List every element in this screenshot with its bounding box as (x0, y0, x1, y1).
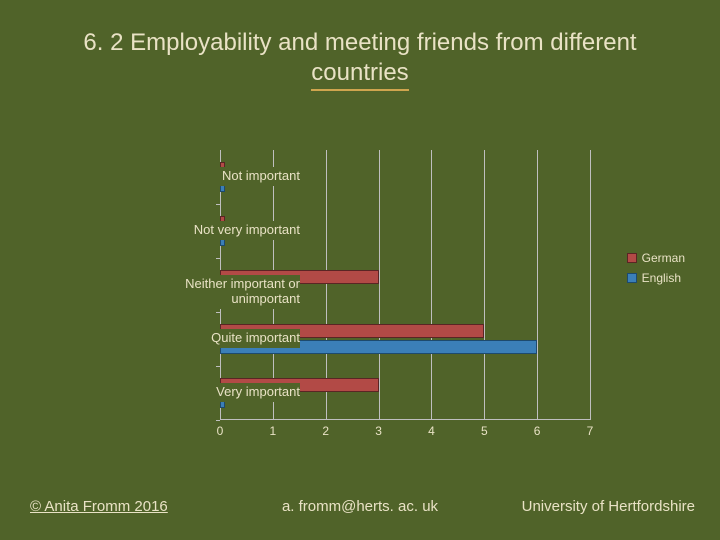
chart-gridline (484, 150, 485, 420)
square-icon (627, 273, 637, 283)
x-tick-label: 7 (587, 424, 594, 438)
title-line2-underlined: countries (311, 58, 408, 91)
y-tick-mark (216, 258, 220, 259)
x-tick-label: 2 (322, 424, 329, 438)
legend-label: German (642, 251, 685, 265)
x-tick-label: 5 (481, 424, 488, 438)
square-icon (627, 253, 637, 263)
chart-gridline (590, 150, 591, 420)
legend-item-german: German (627, 251, 685, 265)
x-tick-label: 1 (270, 424, 277, 438)
title-line1: 6. 2 Employability and meeting friends f… (83, 29, 636, 56)
footer-university: University of Hertfordshire (522, 498, 695, 515)
chart-gridline (431, 150, 432, 420)
category-label: Quite important (125, 329, 300, 348)
x-tick-label: 6 (534, 424, 541, 438)
x-tick-label: 4 (428, 424, 435, 438)
category-label: Neither important or unimportant (125, 275, 300, 309)
slide-title: 6. 2 Employability and meeting friends f… (0, 28, 720, 91)
chart-legend: German English (627, 245, 685, 291)
category-label: Very important (125, 383, 300, 402)
y-tick-mark (216, 420, 220, 421)
x-axis-line (220, 419, 590, 420)
category-label: Not very important (125, 221, 300, 240)
chart-gridline (537, 150, 538, 420)
category-label: Not important (125, 167, 300, 186)
chart-gridline (379, 150, 380, 420)
footer: © Anita Fromm 2016 a. fromm@herts. ac. u… (0, 498, 720, 520)
y-tick-mark (216, 312, 220, 313)
x-tick-label: 3 (375, 424, 382, 438)
legend-label: English (642, 271, 681, 285)
x-tick-label: 0 (217, 424, 224, 438)
slide: 6. 2 Employability and meeting friends f… (0, 0, 720, 540)
y-tick-mark (216, 366, 220, 367)
chart: German English 01234567Not importantNot … (40, 140, 680, 440)
legend-item-english: English (627, 271, 685, 285)
y-tick-mark (216, 204, 220, 205)
